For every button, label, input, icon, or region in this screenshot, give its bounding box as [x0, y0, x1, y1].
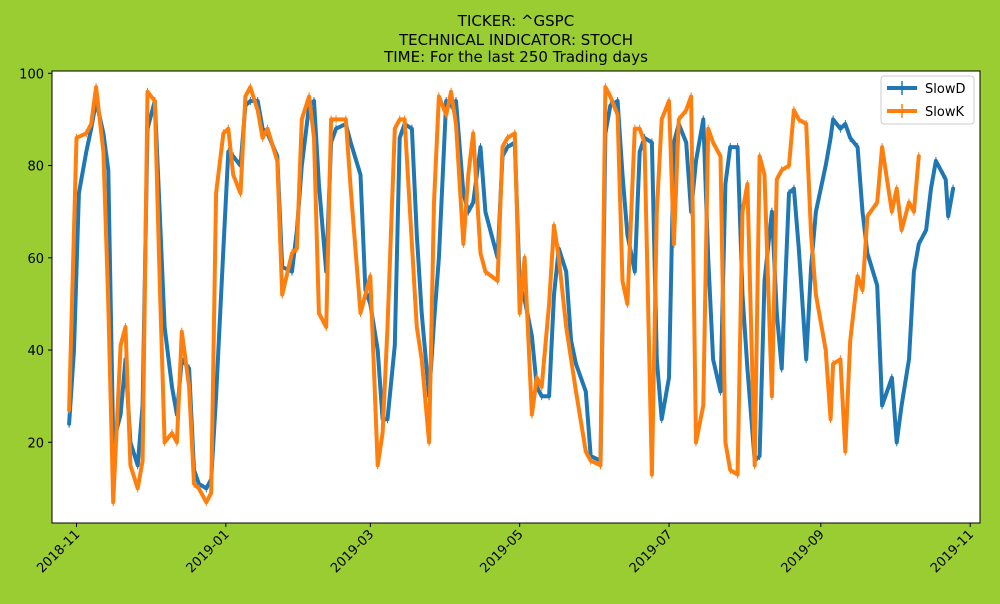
series-slowk	[67, 83, 921, 507]
legend: SlowD SlowK	[880, 75, 975, 125]
x-tick-label: 2018-11	[34, 527, 83, 576]
y-tick-label: 60	[27, 252, 44, 267]
x-tick-label: 2019-05	[477, 527, 526, 576]
y-tick-label: 40	[27, 344, 44, 359]
x-tick-label: 2019-03	[328, 527, 377, 576]
legend-label-slowd: SlowD	[925, 82, 965, 97]
series-layer	[67, 83, 956, 507]
series-line-slowk	[67, 85, 921, 505]
x-axis: 2018-11 2019-01 2019-03 2019-05 2019-07 2019-…	[34, 523, 977, 576]
plot-frame	[51, 70, 981, 524]
y-tick-label: 20	[27, 436, 44, 451]
y-tick-label: 80	[27, 160, 44, 175]
y-axis: 20 40 60 80 100	[19, 67, 52, 451]
x-tick-label: 2019-09	[779, 527, 828, 576]
y-tick-label: 100	[19, 67, 44, 82]
x-tick-label: 2019-01	[184, 527, 233, 576]
x-tick-label: 2019-11	[928, 527, 977, 576]
chart-title-line-2: TECHNICAL INDICATOR: STOCH	[398, 31, 633, 49]
x-tick-label: 2019-07	[627, 527, 676, 576]
legend-label-slowk: SlowK	[925, 105, 964, 120]
chart-title-line-3: TIME: For the last 250 Trading days	[383, 48, 648, 66]
chart-title-line-1: TICKER: ^GSPC	[457, 12, 574, 30]
